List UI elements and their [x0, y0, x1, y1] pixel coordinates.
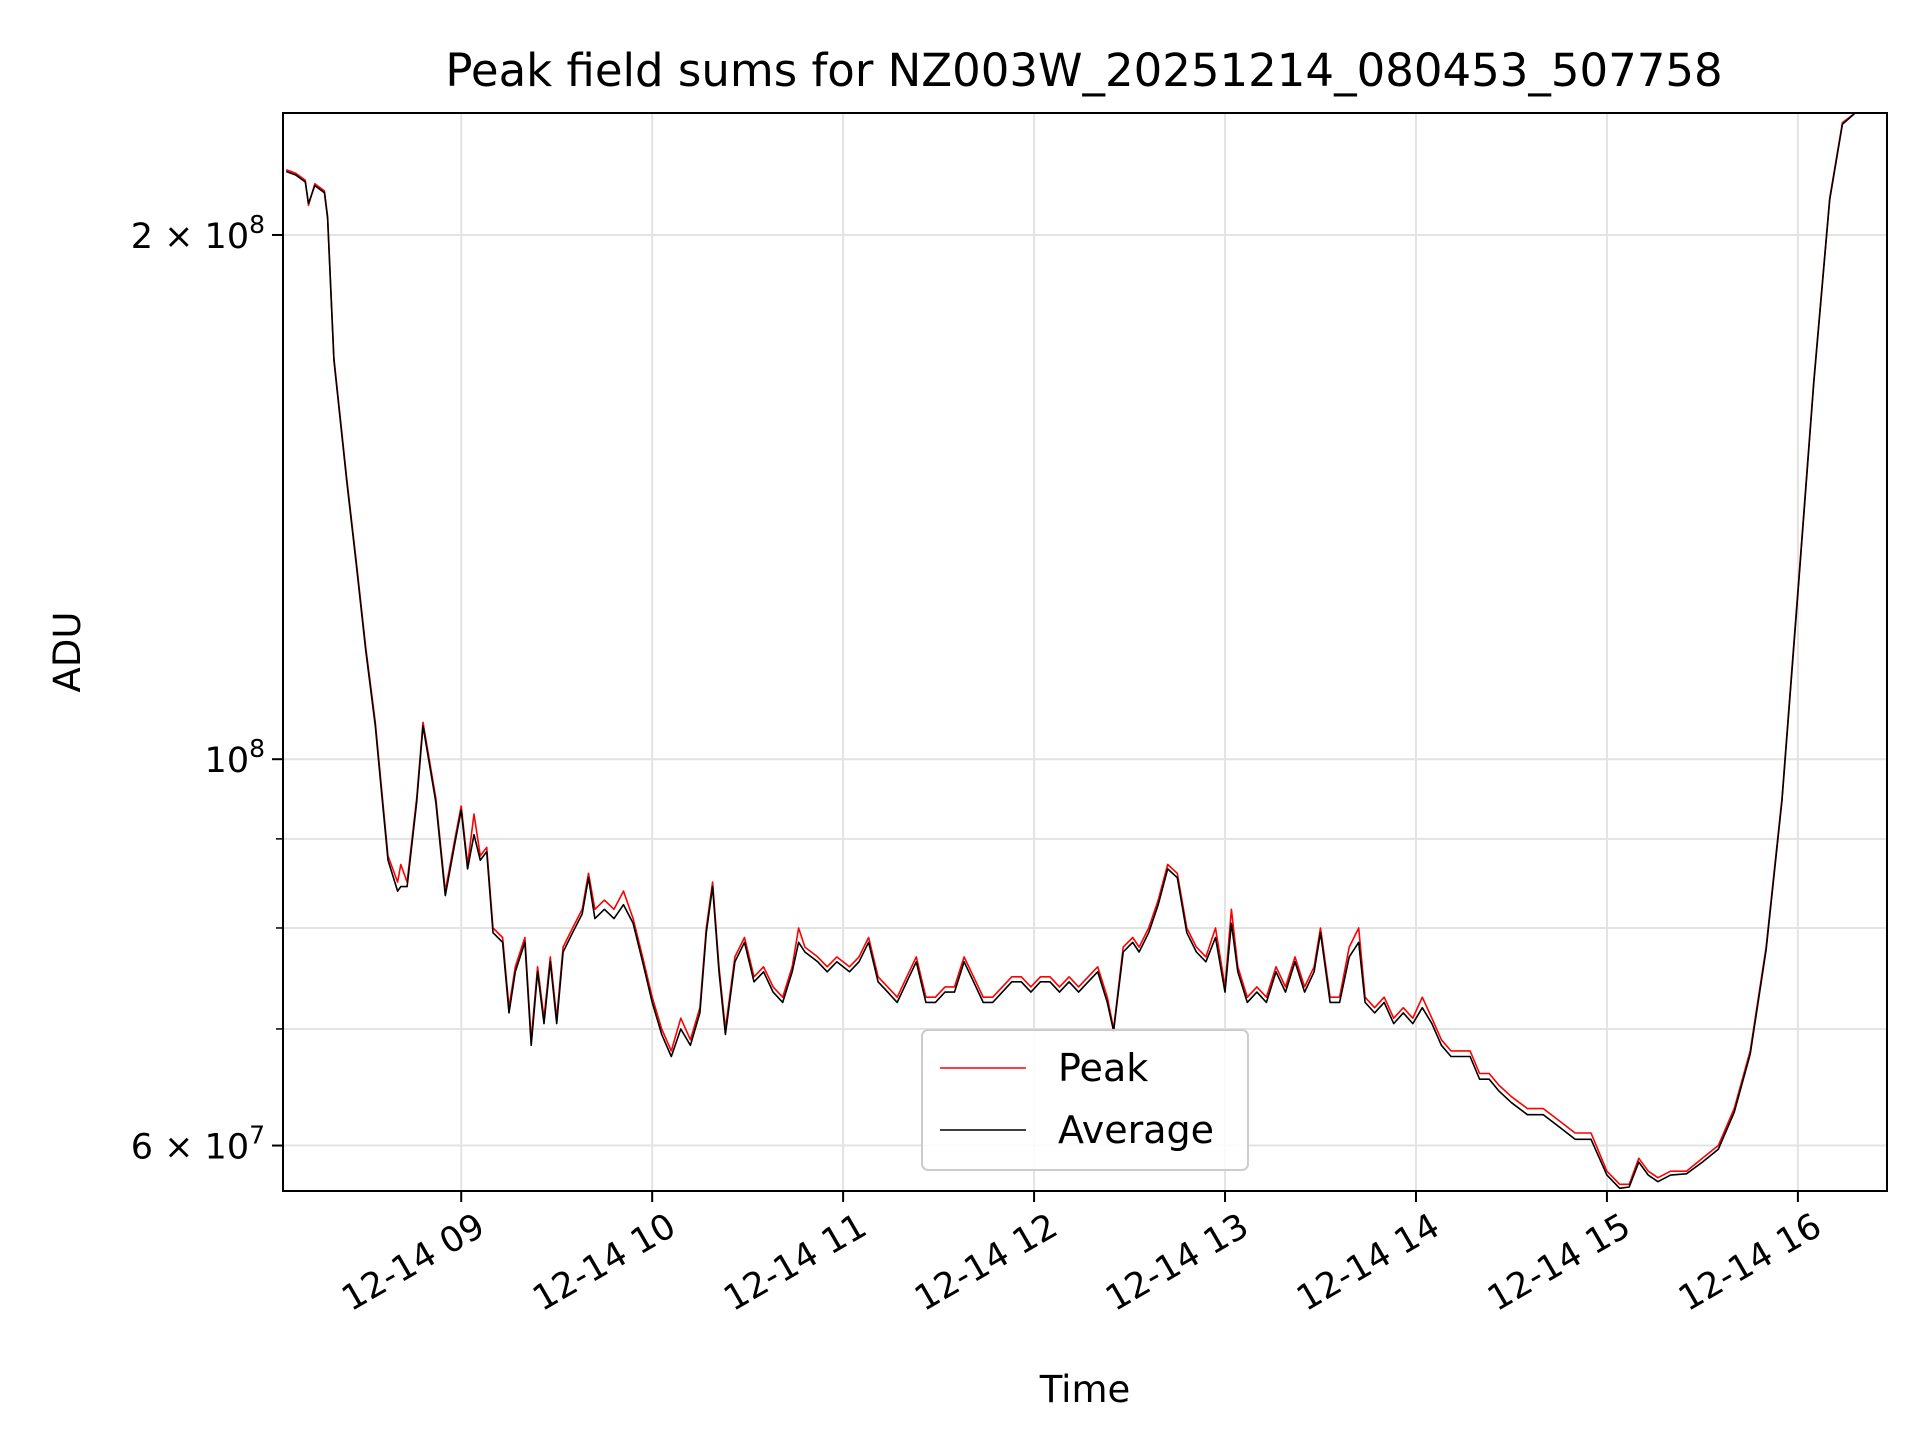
legend-label-peak: Peak [1058, 1046, 1148, 1090]
series-lines [285, 112, 1856, 1190]
legend-label-average: Average [1058, 1108, 1214, 1152]
series-line-peak [285, 112, 1856, 1186]
y-axis-label: ADU [46, 612, 89, 693]
plot-frame [282, 112, 1888, 1192]
legend: Peak Average [921, 1029, 1249, 1171]
chart-title: Peak field sums for NZ003W_20251214_0804… [445, 44, 1722, 97]
plot-area [282, 112, 1888, 1192]
series-line-average [285, 112, 1856, 1190]
legend-box [921, 1029, 1249, 1171]
plot-background [283, 113, 1887, 1191]
grid [283, 113, 1887, 1191]
y-tick-label: 2 × 108 [131, 210, 265, 257]
x-axis-label: Time [1039, 1368, 1131, 1411]
y-tick-label: 108 [205, 734, 265, 781]
y-tick-label: 6 × 107 [131, 1121, 265, 1168]
y-axis-ticks: 2 × 108 108 6 × 107 [131, 210, 283, 1168]
